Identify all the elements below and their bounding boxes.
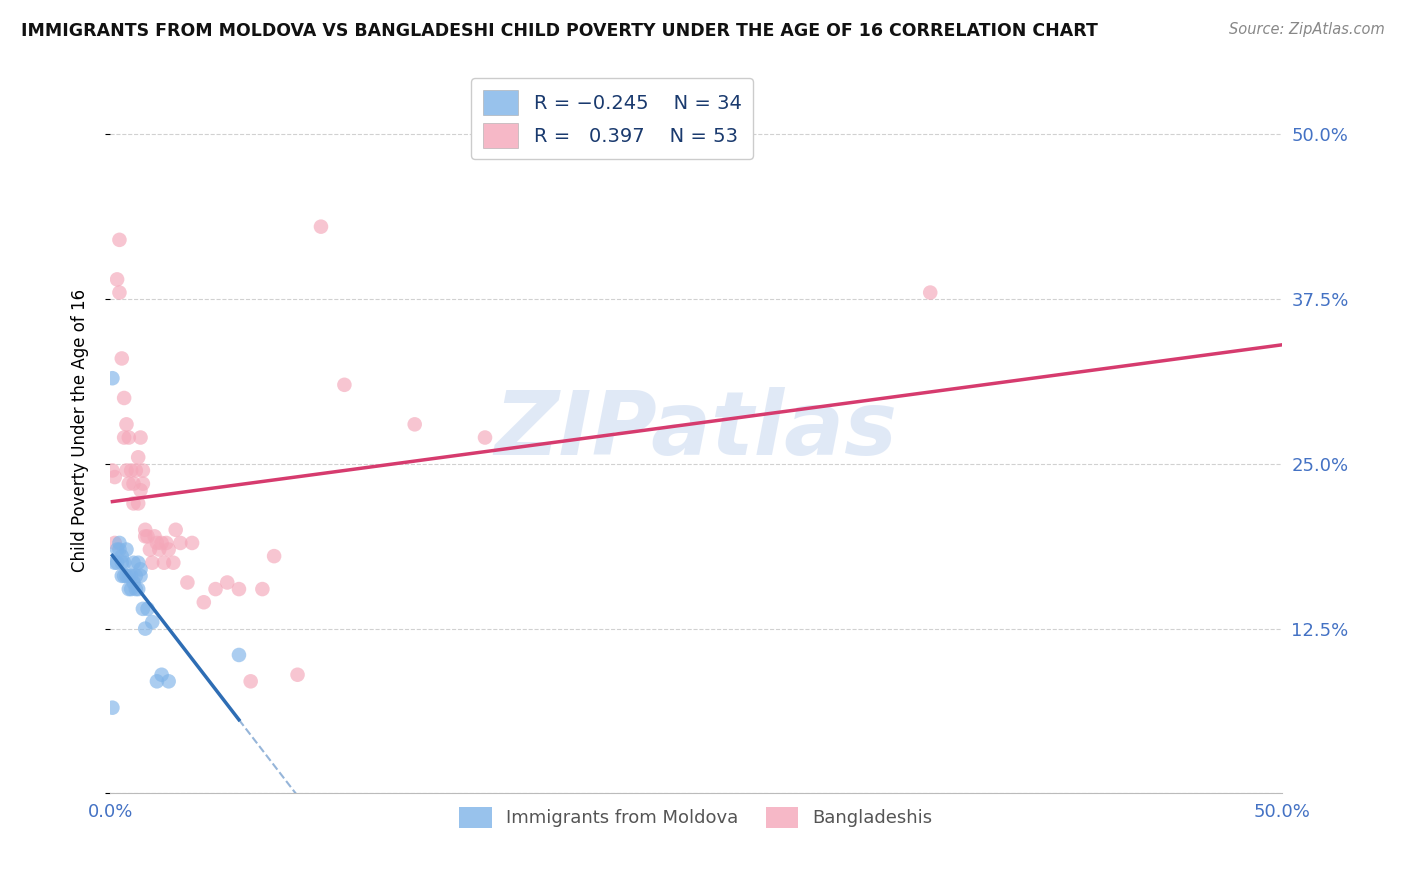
Point [120,569,142,583]
Point [153,556,176,570]
Point [105,272,128,286]
Point [104,536,127,550]
Point [150,536,173,550]
Point [404,417,426,432]
Point [115,542,138,557]
Point [252,582,274,596]
Point [141,556,163,570]
Point [120,582,142,596]
Point [474,430,496,444]
Point [101,371,124,385]
Point [143,529,166,543]
Text: Source: ZipAtlas.com: Source: ZipAtlas.com [1229,22,1385,37]
Point [139,542,162,557]
Point [132,476,155,491]
Point [239,674,262,689]
Point [920,285,942,300]
Point [217,575,239,590]
Point [136,602,159,616]
Point [108,542,131,557]
Y-axis label: Child Poverty Under the Age of 16: Child Poverty Under the Age of 16 [72,289,89,573]
Point [129,569,152,583]
Point [165,523,187,537]
Point [122,556,145,570]
Point [141,615,163,629]
Point [228,582,250,596]
Point [146,536,169,550]
Point [108,536,131,550]
Point [111,351,134,366]
Point [125,582,148,596]
Point [105,556,128,570]
Point [181,536,204,550]
Point [287,667,309,681]
Point [125,569,148,583]
Point [127,582,149,596]
Point [148,542,170,557]
Point [122,496,145,510]
Point [108,233,131,247]
Point [125,463,148,477]
Point [111,569,134,583]
Point [176,575,198,590]
Point [118,569,141,583]
Point [136,529,159,543]
Point [155,536,177,550]
Point [118,582,141,596]
Text: ZIPatlas: ZIPatlas [495,387,897,475]
Text: IMMIGRANTS FROM MOLDOVA VS BANGLADESHI CHILD POVERTY UNDER THE AGE OF 16 CORRELA: IMMIGRANTS FROM MOLDOVA VS BANGLADESHI C… [21,22,1098,40]
Point [309,219,332,234]
Point [127,556,149,570]
Legend: Immigrants from Moldova, Bangladeshis: Immigrants from Moldova, Bangladeshis [451,800,939,835]
Point [129,483,152,498]
Point [263,549,285,563]
Point [157,674,180,689]
Point [112,391,135,405]
Point [134,529,156,543]
Point [150,667,173,681]
Point [115,569,138,583]
Point [333,377,356,392]
Point [169,536,191,550]
Point [118,476,141,491]
Point [115,417,138,432]
Point [112,569,135,583]
Point [122,476,145,491]
Point [129,430,152,444]
Point [111,549,134,563]
Point [134,622,156,636]
Point [111,556,134,570]
Point [228,648,250,662]
Point [127,450,149,465]
Point [101,700,124,714]
Point [134,523,156,537]
Point [105,542,128,557]
Point [115,463,138,477]
Point [127,496,149,510]
Point [108,285,131,300]
Point [112,430,135,444]
Point [118,430,141,444]
Point [132,602,155,616]
Point [104,556,127,570]
Point [157,542,180,557]
Point [101,463,124,477]
Point [204,582,226,596]
Point [129,562,152,576]
Point [122,575,145,590]
Point [162,556,184,570]
Point [112,556,135,570]
Point [193,595,215,609]
Point [146,674,169,689]
Point [120,463,142,477]
Point [132,463,155,477]
Point [104,470,127,484]
